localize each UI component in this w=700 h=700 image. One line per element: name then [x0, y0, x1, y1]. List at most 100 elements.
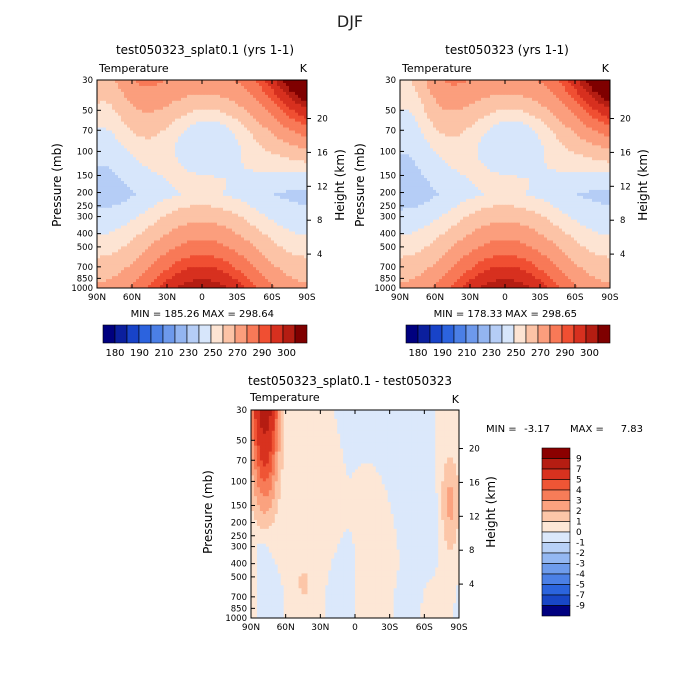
contour-cell — [208, 127, 212, 131]
contour-cell — [283, 279, 287, 283]
contour-cell — [100, 246, 104, 250]
contour-cell — [184, 282, 188, 286]
contour-cell — [199, 124, 203, 128]
contour-cell — [193, 124, 197, 128]
contour-cell — [226, 273, 230, 277]
contour-cell — [196, 94, 200, 99]
contour-cell — [274, 246, 278, 250]
contour-cell — [124, 285, 128, 289]
contour-cell — [175, 184, 179, 188]
contour-cell — [157, 178, 161, 182]
contour-cell — [148, 270, 152, 274]
contour-cell — [211, 258, 215, 262]
contour-cell — [133, 189, 137, 194]
contour-cell — [268, 124, 272, 128]
contour-cell — [280, 255, 284, 259]
contour-cell — [259, 80, 263, 84]
contour-cell — [103, 273, 107, 277]
contour-cell — [205, 166, 209, 170]
contour-cell — [184, 213, 188, 218]
contour-cell — [301, 109, 305, 114]
contour-cell — [100, 148, 104, 152]
contour-cell — [154, 118, 158, 122]
contour-cell — [214, 216, 218, 221]
contour-cell — [301, 178, 305, 182]
contour-cell — [295, 267, 299, 271]
contour-cell — [223, 201, 227, 206]
contour-cell — [160, 130, 164, 134]
contour-cell — [250, 237, 254, 241]
contour-cell — [283, 270, 287, 274]
contour-cell — [280, 249, 284, 253]
contour-cell — [175, 258, 179, 262]
contour-cell — [241, 112, 245, 117]
contour-cell — [178, 264, 182, 268]
contour-cell — [142, 130, 146, 134]
contour-cell — [241, 216, 245, 221]
contour-cell — [265, 249, 269, 253]
contour-cell — [283, 88, 287, 93]
contour-cell — [268, 264, 272, 268]
contour-cell — [226, 127, 230, 131]
contour-cell — [214, 195, 218, 200]
contour-cell — [217, 207, 221, 212]
contour-cell — [181, 115, 185, 120]
contour-cell — [139, 201, 143, 206]
contour-cell — [124, 240, 128, 244]
contour-cell — [304, 169, 308, 173]
contour-cell — [202, 270, 206, 274]
contour-cell — [193, 192, 197, 197]
contour-cell — [118, 186, 122, 191]
contour-cell — [247, 219, 251, 224]
contour-cell — [184, 118, 188, 122]
contour-cell — [115, 246, 119, 250]
contour-cell — [112, 240, 116, 244]
contour-cell — [190, 80, 194, 84]
contour-cell — [292, 133, 296, 137]
contour-cell — [160, 210, 164, 215]
contour-cell — [220, 136, 224, 140]
contour-cell — [253, 273, 257, 277]
contour-cell — [202, 172, 206, 176]
page-title: DJF — [337, 12, 363, 31]
contour-cell — [232, 154, 236, 158]
contour-cell — [214, 222, 218, 226]
contour-cell — [172, 181, 176, 185]
contour-cell — [151, 85, 155, 90]
contour-cell — [304, 100, 308, 105]
contour-cell — [268, 228, 272, 232]
contour-cell — [223, 121, 227, 125]
contour-cell — [253, 175, 257, 179]
contour-cell — [301, 186, 305, 191]
contour-cell — [241, 175, 245, 179]
contour-cell — [124, 249, 128, 253]
contour-cell — [124, 166, 128, 170]
contour-cell — [130, 154, 134, 158]
contour-cell — [301, 154, 305, 158]
contour-cell — [202, 219, 206, 224]
contour-cell — [235, 207, 239, 212]
contour-cell — [130, 106, 134, 111]
contour-cell — [232, 80, 236, 84]
contour-cell — [169, 264, 173, 268]
contour-cell — [241, 264, 245, 268]
contour-cell — [202, 124, 206, 128]
contour-cell — [217, 82, 221, 87]
contour-cell — [247, 130, 251, 134]
contour-cell — [277, 124, 281, 128]
contour-cell — [292, 169, 296, 173]
y-tick-label: 500 — [77, 243, 93, 253]
contour-cell — [295, 151, 299, 155]
contour-cell — [283, 145, 287, 149]
contour-cell — [181, 282, 185, 286]
contour-cell — [109, 258, 113, 262]
contour-cell — [166, 160, 170, 164]
contour-cell — [127, 207, 131, 212]
contour-cell — [148, 222, 152, 226]
contour-cell — [130, 186, 134, 191]
contour-cell — [241, 192, 245, 197]
colorbar-swatch — [258, 324, 272, 344]
contour-cell — [211, 106, 215, 111]
contour-cell — [256, 109, 260, 114]
contour-cell — [136, 80, 140, 84]
